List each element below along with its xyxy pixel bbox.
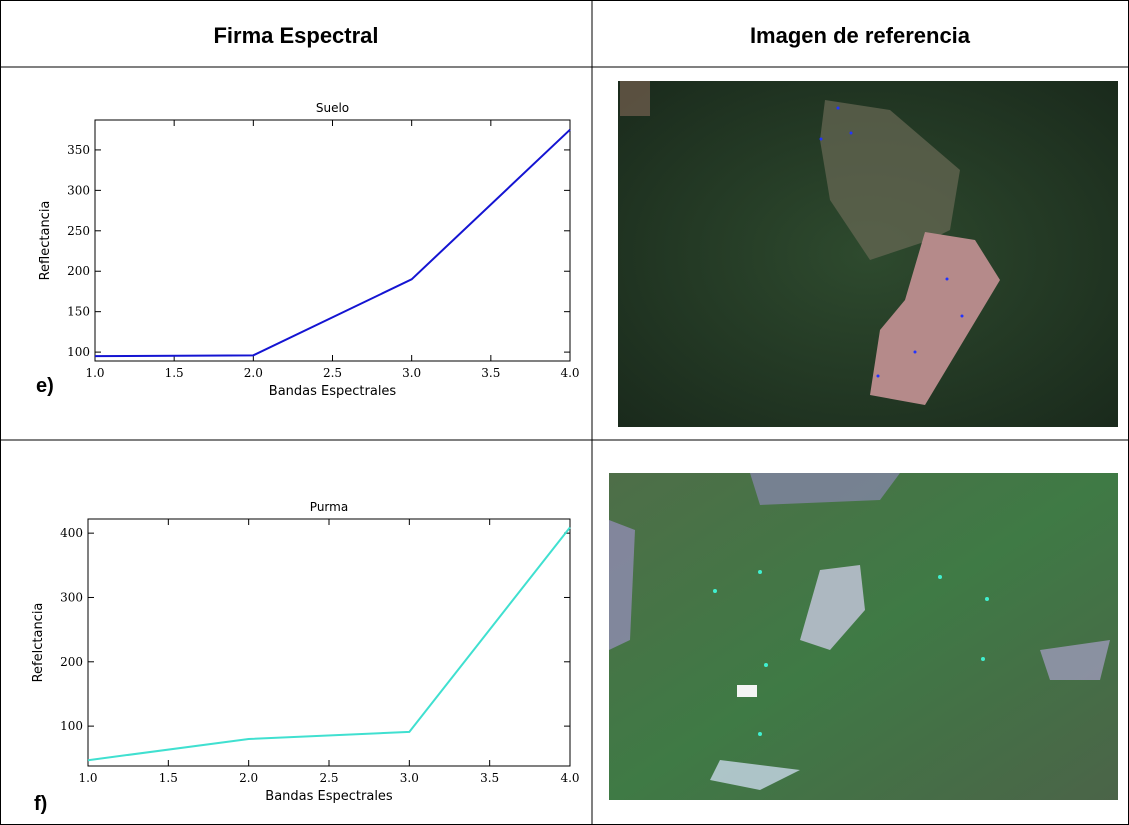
x-tick-label: 2.0 [244,366,263,380]
x-tick-label: 1.0 [78,771,97,785]
plot-frame [87,518,571,767]
x-tick-label: 3.5 [480,771,499,785]
x-tick-label: 1.0 [85,366,104,380]
y-axis-label: Refelctancia [31,603,46,683]
data-line [94,128,571,358]
chart-title: Suelo [316,101,349,115]
y-tick-label: 300 [67,183,90,197]
chart-title: Purma [310,500,348,514]
header: Imagen de referencia [750,23,971,48]
x-tick-label: 4.0 [560,366,579,380]
x-axis-label: Bandas Espectrales [269,384,397,399]
x-tick-label: 2.5 [319,771,338,785]
x-tick-label: 3.5 [481,366,500,380]
x-tick-label: 1.5 [165,366,184,380]
header: Firma Espectral [213,23,378,48]
x-tick-label: 4.0 [560,771,579,785]
y-axis-label: Reflectancia [38,201,53,281]
row-label: e) [36,375,54,397]
row-label: f) [34,793,47,815]
x-tick-label: 3.0 [402,366,421,380]
reference-image [609,473,1118,800]
y-tick-label: 250 [67,224,90,238]
y-tick-label: 200 [60,655,83,669]
y-tick-label: 100 [67,345,90,359]
plot-frame [94,119,571,362]
y-tick-label: 350 [67,143,90,157]
x-axis-label: Bandas Espectrales [265,789,393,804]
y-tick-label: 150 [67,305,90,319]
x-tick-label: 1.5 [159,771,178,785]
y-tick-label: 100 [60,719,83,733]
data-line [87,526,571,762]
x-tick-label: 2.0 [239,771,258,785]
y-tick-label: 300 [60,590,83,604]
y-tick-label: 400 [60,526,83,540]
y-tick-label: 200 [67,264,90,278]
x-tick-label: 3.0 [400,771,419,785]
x-tick-label: 2.5 [323,366,342,380]
reference-image [618,81,1118,427]
